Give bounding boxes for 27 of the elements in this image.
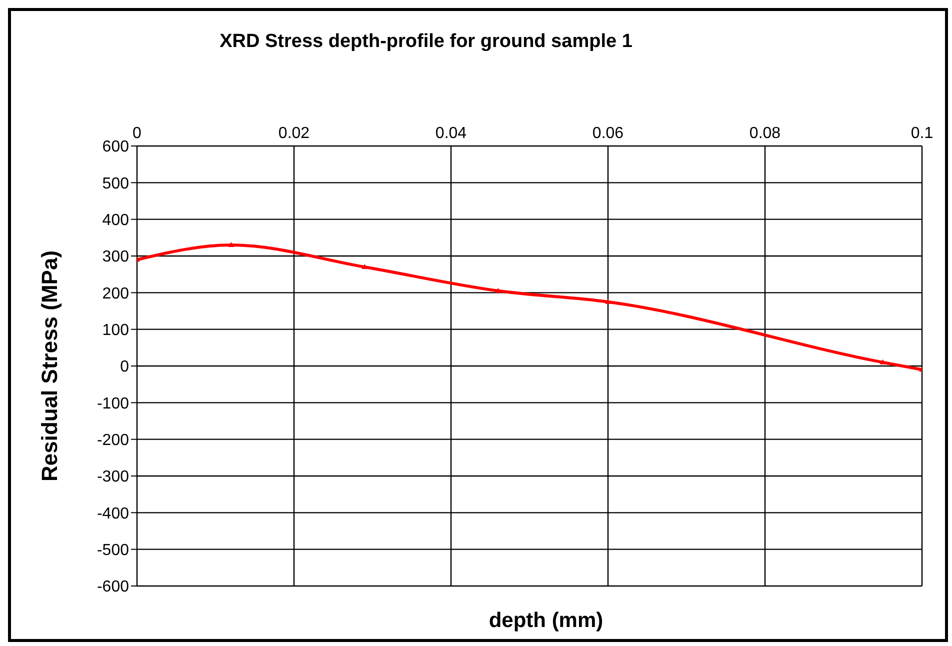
point [362, 264, 368, 269]
y-tick-label: 200 [102, 285, 130, 302]
y-tick-label: -500 [96, 542, 130, 560]
x-tick-label: 0.04 [435, 125, 467, 142]
point [228, 242, 234, 247]
y-tick-label: -300 [96, 468, 130, 486]
point [495, 288, 502, 293]
y-tick-label: 400 [102, 212, 130, 230]
x-axis-title: depth (mm) [488, 609, 604, 633]
x-tick-label: 0.1 [910, 125, 934, 142]
x-tick-label: 0.06 [592, 125, 624, 142]
x-tick-label: 0 [132, 125, 142, 142]
y-tick-label: 0 [120, 358, 130, 376]
y-tick-label: -600 [96, 578, 130, 596]
point [880, 359, 886, 364]
y-axis-title: Residual Stress (MPa) [36, 250, 62, 482]
x-tick-label: 0.02 [278, 125, 310, 142]
y-tick-label: 300 [102, 248, 130, 266]
y-tick-label: -400 [96, 505, 130, 522]
y-tick-label: 600 [102, 138, 130, 156]
y-tick-label: -200 [96, 432, 130, 450]
y-tick-label: -100 [96, 395, 130, 412]
point [605, 298, 611, 304]
x-tick-label: 0.08 [749, 125, 781, 142]
y-tick-label: 500 [102, 175, 130, 192]
chart-title: XRD Stress depth-profile for ground sample 1 [218, 31, 634, 53]
y-tick-label: 100 [102, 322, 130, 340]
